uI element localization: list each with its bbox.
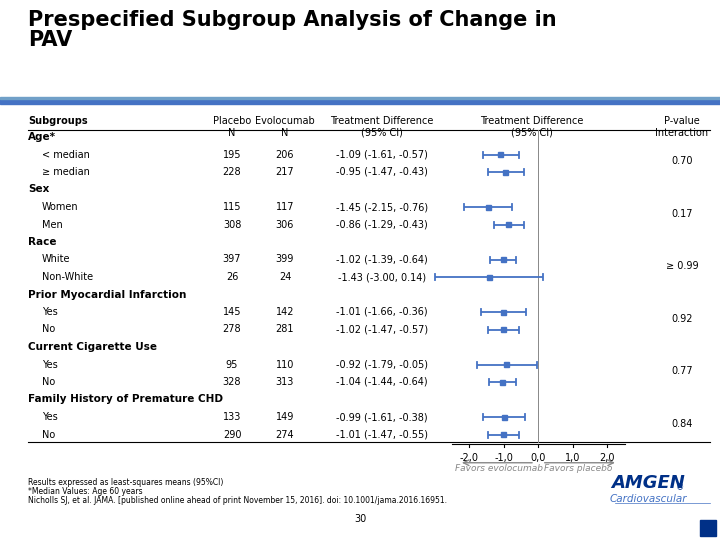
Bar bbox=[500, 257, 505, 262]
Text: 142: 142 bbox=[276, 307, 294, 317]
Text: 328: 328 bbox=[222, 377, 241, 387]
Text: -1.04 (-1.44, -0.64): -1.04 (-1.44, -0.64) bbox=[336, 377, 428, 387]
Text: 133: 133 bbox=[222, 412, 241, 422]
Text: -1,0: -1,0 bbox=[495, 453, 513, 463]
Text: Nicholls SJ, et al. JAMA. [published online ahead of print November 15, 2016]. d: Nicholls SJ, et al. JAMA. [published onl… bbox=[28, 496, 447, 505]
Text: 217: 217 bbox=[276, 167, 294, 177]
Text: Cardiovascular: Cardiovascular bbox=[609, 494, 687, 504]
Text: 1,0: 1,0 bbox=[565, 453, 580, 463]
Text: -2,0: -2,0 bbox=[460, 453, 479, 463]
Bar bbox=[500, 327, 505, 332]
Bar bbox=[506, 222, 511, 227]
Text: Current Cigarette Use: Current Cigarette Use bbox=[28, 342, 157, 352]
Text: 0.92: 0.92 bbox=[671, 314, 693, 324]
Text: ≥ 0.99: ≥ 0.99 bbox=[666, 261, 698, 271]
Text: 30: 30 bbox=[354, 514, 366, 524]
Text: Men: Men bbox=[42, 219, 63, 230]
Text: 308: 308 bbox=[222, 219, 241, 230]
Text: Prespecified Subgroup Analysis of Change in: Prespecified Subgroup Analysis of Change… bbox=[28, 10, 557, 30]
Text: Women: Women bbox=[42, 202, 78, 212]
Bar bbox=[486, 205, 491, 210]
Text: 26: 26 bbox=[226, 272, 238, 282]
Text: -0.95 (-1.47, -0.43): -0.95 (-1.47, -0.43) bbox=[336, 167, 428, 177]
Text: 278: 278 bbox=[222, 325, 241, 334]
Bar bbox=[0, 97, 720, 99]
Text: Race: Race bbox=[28, 237, 56, 247]
Text: ≥ median: ≥ median bbox=[42, 167, 90, 177]
Text: No: No bbox=[42, 325, 55, 334]
Text: 0.77: 0.77 bbox=[671, 366, 693, 376]
Bar bbox=[501, 309, 506, 314]
Text: 0,0: 0,0 bbox=[531, 453, 546, 463]
Text: White: White bbox=[42, 254, 71, 265]
Bar bbox=[504, 362, 509, 367]
Text: 0.70: 0.70 bbox=[671, 156, 693, 166]
Text: 24: 24 bbox=[279, 272, 291, 282]
Text: < median: < median bbox=[42, 150, 90, 159]
Text: 117: 117 bbox=[276, 202, 294, 212]
Text: 228: 228 bbox=[222, 167, 241, 177]
Text: Yes: Yes bbox=[42, 412, 58, 422]
Text: 290: 290 bbox=[222, 429, 241, 440]
Text: Sex: Sex bbox=[28, 185, 50, 194]
Text: 313: 313 bbox=[276, 377, 294, 387]
Text: Favors placebo: Favors placebo bbox=[544, 464, 612, 472]
Text: Placebo
N: Placebo N bbox=[213, 116, 251, 138]
Text: Results expressed as least-squares means (95%CI): Results expressed as least-squares means… bbox=[28, 478, 223, 487]
Text: -1.01 (-1.66, -0.36): -1.01 (-1.66, -0.36) bbox=[336, 307, 428, 317]
Text: 115: 115 bbox=[222, 202, 241, 212]
Text: Yes: Yes bbox=[42, 360, 58, 369]
Text: Family History of Premature CHD: Family History of Premature CHD bbox=[28, 395, 223, 404]
Text: 145: 145 bbox=[222, 307, 241, 317]
Text: -1.43 (-3.00, 0.14): -1.43 (-3.00, 0.14) bbox=[338, 272, 426, 282]
Text: Prior Myocardial Infarction: Prior Myocardial Infarction bbox=[28, 289, 186, 300]
Text: 0.84: 0.84 bbox=[671, 418, 693, 429]
Text: Age*: Age* bbox=[28, 132, 56, 142]
Text: *Median Values: Age 60 years: *Median Values: Age 60 years bbox=[28, 487, 143, 496]
Text: 0.17: 0.17 bbox=[671, 209, 693, 219]
Text: -0.92 (-1.79, -0.05): -0.92 (-1.79, -0.05) bbox=[336, 360, 428, 369]
Bar bbox=[0, 99, 720, 104]
Text: -1.02 (-1.47, -0.57): -1.02 (-1.47, -0.57) bbox=[336, 325, 428, 334]
Text: No: No bbox=[42, 377, 55, 387]
Text: Non-White: Non-White bbox=[42, 272, 93, 282]
Bar bbox=[500, 380, 505, 384]
Text: -1.02 (-1.39, -0.64): -1.02 (-1.39, -0.64) bbox=[336, 254, 428, 265]
Text: -1.09 (-1.61, -0.57): -1.09 (-1.61, -0.57) bbox=[336, 150, 428, 159]
Text: P-value
Interaction: P-value Interaction bbox=[655, 116, 708, 138]
Text: 110: 110 bbox=[276, 360, 294, 369]
Text: 2,0: 2,0 bbox=[600, 453, 615, 463]
Bar bbox=[502, 415, 507, 420]
Text: Subgroups: Subgroups bbox=[28, 116, 88, 126]
Bar bbox=[700, 520, 716, 536]
Text: AMGEN: AMGEN bbox=[611, 474, 685, 492]
Bar bbox=[498, 152, 503, 157]
Text: PAV: PAV bbox=[28, 30, 72, 50]
Text: 274: 274 bbox=[276, 429, 294, 440]
Text: 306: 306 bbox=[276, 219, 294, 230]
Text: -1.45 (-2.15, -0.76): -1.45 (-2.15, -0.76) bbox=[336, 202, 428, 212]
Text: 195: 195 bbox=[222, 150, 241, 159]
Text: -0.99 (-1.61, -0.38): -0.99 (-1.61, -0.38) bbox=[336, 412, 428, 422]
Text: -0.86 (-1.29, -0.43): -0.86 (-1.29, -0.43) bbox=[336, 219, 428, 230]
Text: 95: 95 bbox=[226, 360, 238, 369]
Text: -1.01 (-1.47, -0.55): -1.01 (-1.47, -0.55) bbox=[336, 429, 428, 440]
Text: Favors evolocumab: Favors evolocumab bbox=[455, 464, 543, 472]
Text: Evolocumab
N: Evolocumab N bbox=[255, 116, 315, 138]
Text: 206: 206 bbox=[276, 150, 294, 159]
Bar bbox=[503, 170, 508, 174]
Text: Yes: Yes bbox=[42, 307, 58, 317]
Text: 281: 281 bbox=[276, 325, 294, 334]
Text: 149: 149 bbox=[276, 412, 294, 422]
Text: 399: 399 bbox=[276, 254, 294, 265]
Text: ®: ® bbox=[676, 483, 684, 492]
Text: No: No bbox=[42, 429, 55, 440]
Bar bbox=[501, 432, 506, 437]
Text: 397: 397 bbox=[222, 254, 241, 265]
Bar bbox=[487, 274, 492, 280]
Text: Treatment Difference
(95% CI): Treatment Difference (95% CI) bbox=[330, 116, 433, 138]
Text: Treatment Difference
(95% CI): Treatment Difference (95% CI) bbox=[480, 116, 583, 138]
